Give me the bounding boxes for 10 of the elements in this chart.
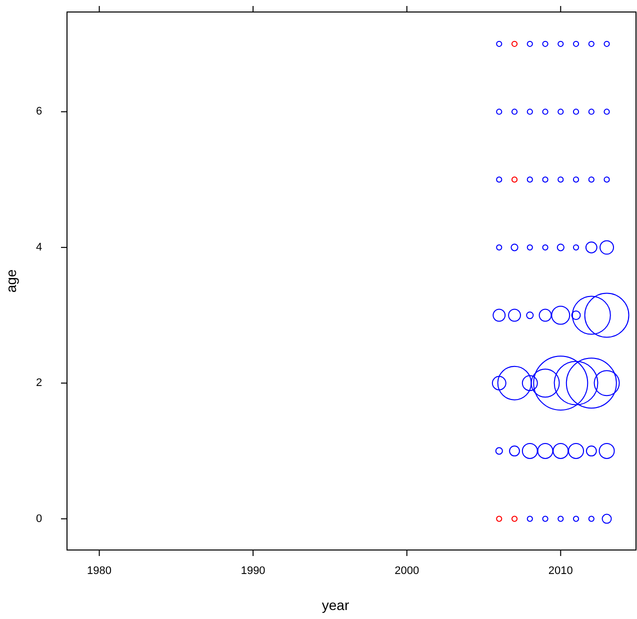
x-tick-label: 1980 bbox=[87, 565, 112, 577]
x-tick-label: 2000 bbox=[394, 565, 420, 577]
y-axis-title: age bbox=[3, 269, 19, 293]
y-tick-label: 2 bbox=[36, 377, 42, 390]
y-tick-label: 0 bbox=[36, 512, 42, 525]
x-axis-title: year bbox=[322, 597, 350, 613]
x-tick-label: 1990 bbox=[240, 565, 266, 577]
x-tick-label: 2010 bbox=[548, 565, 573, 577]
y-tick-label: 6 bbox=[36, 106, 42, 118]
y-tick-label: 4 bbox=[36, 241, 42, 254]
